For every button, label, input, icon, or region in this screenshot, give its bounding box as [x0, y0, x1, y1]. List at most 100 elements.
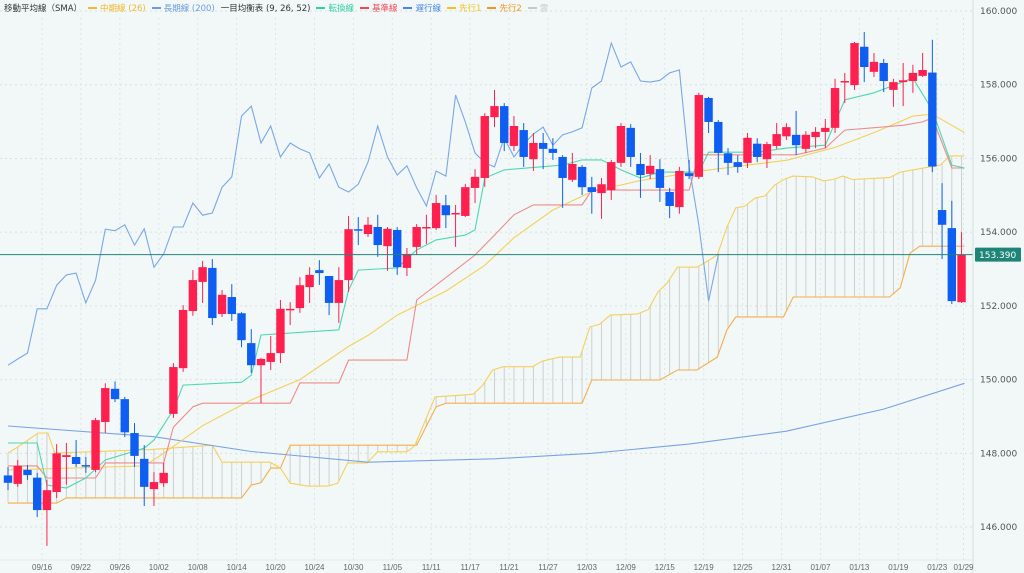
candle-up	[42, 479, 52, 546]
legend-label: 遅行線	[415, 4, 441, 14]
candle-body	[665, 191, 674, 206]
legend-item-kijun[interactable]: 基準線	[359, 2, 398, 14]
x-tick-label: 09/22	[71, 563, 92, 572]
candle-down	[32, 472, 42, 518]
legend-sma-title: 移動平均線（SMA）	[4, 4, 83, 14]
legend-item-sma200[interactable]: 長期線 (200)	[151, 2, 215, 14]
senkou-span-a-line	[7, 155, 965, 487]
candle-body	[577, 166, 587, 188]
y-tick-label: 154.000	[980, 228, 1017, 238]
y-tick-label: 150.000	[980, 376, 1017, 386]
x-tick-label: 01/07	[810, 563, 831, 572]
candle-up	[305, 267, 314, 303]
candle-body	[490, 106, 499, 118]
candle-body	[295, 285, 305, 309]
legend-item-sma26[interactable]: 中期線 (26)	[88, 2, 146, 14]
candle-up	[782, 123, 791, 141]
candle-down	[577, 165, 587, 195]
candle-body	[256, 358, 266, 366]
candle-down	[704, 96, 713, 134]
x-tick-label: 10/14	[227, 563, 248, 572]
x-tick-label: 10/20	[266, 563, 287, 572]
candle-body	[208, 267, 217, 319]
candle-down	[393, 226, 402, 275]
legend-swatch-icon	[151, 7, 161, 9]
candle-up	[597, 177, 606, 219]
candle-body	[62, 455, 71, 458]
candle-body	[402, 253, 412, 268]
candles	[3, 32, 966, 546]
candle-body	[743, 137, 752, 163]
candle-body	[860, 46, 869, 68]
legend-item-tenkan[interactable]: 転換線	[316, 2, 354, 14]
y-tick-label: 146.000	[980, 523, 1017, 533]
candle-body	[237, 313, 246, 341]
candle-up	[285, 302, 295, 326]
candle-body	[373, 226, 382, 246]
candle-down	[81, 457, 91, 473]
candle-up	[801, 131, 811, 153]
candle-body	[947, 228, 957, 302]
candle-down	[354, 217, 363, 246]
candle-down	[538, 133, 548, 170]
candle-up	[675, 166, 684, 214]
legend: 移動平均線（SMA） 中期線 (26) 長期線 (200) 一目均衡表 (9, …	[4, 2, 548, 14]
candle-down	[860, 32, 869, 83]
candle-up	[772, 123, 781, 149]
candle-body	[937, 210, 947, 225]
candle-body	[889, 82, 898, 90]
candle-up	[422, 214, 431, 244]
grid-lines	[0, 10, 973, 560]
x-tick-label: 10/02	[149, 563, 170, 572]
legend-item-senkou1[interactable]: 先行1	[447, 2, 481, 14]
candle-down	[665, 187, 674, 219]
price-axis[interactable]: 160.000 158.000 156.000 154.000 152.000 150.0…	[980, 7, 1017, 533]
time-axis[interactable]: 09/16 09/22 09/26 10/02 10/08 10/14 10/20 10/24…	[32, 563, 974, 572]
candle-up	[169, 363, 178, 418]
candle-body	[801, 134, 811, 149]
candle-down	[500, 103, 509, 152]
x-tick-label: 12/31	[772, 563, 793, 572]
candle-down	[130, 423, 139, 467]
x-tick-label: 12/15	[655, 563, 676, 572]
legend-item-chikou[interactable]: 遅行線	[403, 2, 441, 14]
candle-body	[412, 226, 421, 247]
candle-body	[91, 420, 100, 470]
legend-item-senkou2[interactable]: 先行2	[487, 2, 522, 14]
candle-body	[422, 226, 431, 229]
candle-body	[227, 297, 236, 314]
candle-body	[568, 163, 577, 180]
candle-up	[431, 194, 441, 230]
candle-down	[791, 110, 801, 156]
candle-body	[723, 153, 733, 163]
candle-body	[830, 88, 840, 128]
candle-down	[110, 381, 120, 403]
candle-up	[898, 62, 908, 107]
candle-body	[451, 212, 460, 215]
candle-body	[704, 97, 713, 122]
legend-swatch-icon	[527, 7, 537, 9]
candle-down	[324, 276, 334, 316]
candle-up	[52, 444, 61, 498]
candle-up	[383, 226, 392, 271]
candle-body	[101, 388, 110, 422]
x-tick-label: 01/29	[953, 563, 974, 572]
candle-body	[149, 482, 159, 490]
candle-up	[188, 270, 198, 316]
candle-up	[363, 217, 373, 237]
candle-body	[480, 116, 489, 178]
candle-body	[957, 255, 966, 303]
candle-up	[470, 169, 480, 204]
x-tick-label: 10/24	[304, 563, 325, 572]
candle-body	[363, 224, 373, 235]
x-tick-label: 11/05	[383, 563, 403, 572]
candle-up	[480, 113, 489, 187]
candle-up	[178, 305, 188, 372]
candle-body	[607, 162, 616, 191]
legend-item-cloud[interactable]: 雲	[527, 2, 548, 14]
x-tick-label: 01/23	[927, 563, 948, 572]
legend-label: 基準線	[371, 4, 398, 14]
candle-down	[947, 200, 957, 305]
kijun-line	[8, 117, 965, 479]
